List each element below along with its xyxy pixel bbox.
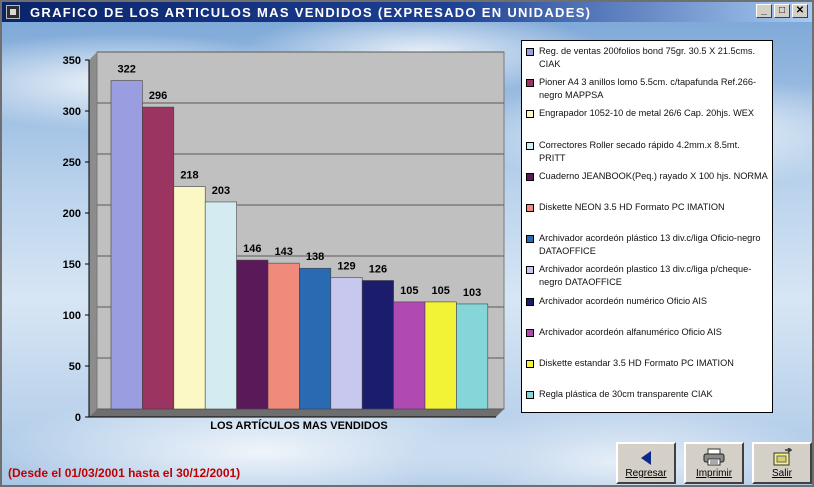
- legend-swatch: [526, 391, 534, 400]
- y-tick-label: 150: [63, 259, 81, 271]
- legend-item: Engrapador 1052-10 de metal 26/6 Cap. 20…: [526, 107, 768, 138]
- legend-label: Pioner A4 3 anillos lomo 5.5cm. c/tapafu…: [539, 77, 757, 101]
- bar: [110, 80, 143, 410]
- bar: [299, 267, 332, 410]
- legend-item: Reg. de ventas 200folios bond 75gr. 30.5…: [526, 45, 768, 76]
- legend-label: Archivador acordeón alfanumérico Oficio …: [539, 326, 722, 337]
- chart-legend: Reg. de ventas 200folios bond 75gr. 30.5…: [521, 40, 773, 413]
- bar: [204, 201, 237, 410]
- legend-swatch: [526, 203, 534, 212]
- legend-item: Correctores Roller secado rápido 4.2mm.x…: [526, 139, 768, 170]
- data-label: 138: [306, 251, 324, 263]
- print-button-label: Imprimir: [695, 468, 733, 479]
- legend-swatch: [526, 79, 534, 88]
- legend-item: Diskette estandar 3.5 HD Formato PC IMAT…: [526, 357, 768, 388]
- y-tick-label: 0: [75, 412, 81, 424]
- data-label: 146: [243, 243, 261, 255]
- data-label: 203: [212, 185, 230, 197]
- legend-item: Archivador acordeón numérico Oficio AIS: [526, 295, 768, 326]
- legend-swatch: [526, 141, 534, 150]
- back-arrow-icon: [641, 451, 651, 465]
- bar: [424, 301, 457, 410]
- legend-label: Archivador acordeón numérico Oficio AIS: [539, 295, 708, 306]
- bar: [456, 303, 489, 410]
- legend-label: Regla plástica de 30cm transparente CIAK: [539, 389, 713, 400]
- y-tick-label: 250: [63, 157, 81, 169]
- data-label: 296: [149, 90, 167, 102]
- back-button-label: Regresar: [625, 468, 667, 479]
- data-label: 105: [400, 285, 418, 297]
- bar: [142, 106, 175, 410]
- legend-swatch: [526, 48, 534, 56]
- legend-swatch: [526, 172, 534, 181]
- app-icon: [6, 5, 20, 19]
- y-tick-label: 300: [63, 106, 81, 118]
- title-bar: GRAFICO DE LOS ARTICULOS MAS VENDIDOS (E…: [2, 2, 812, 22]
- legend-swatch: [526, 266, 534, 275]
- data-label: 129: [337, 260, 355, 272]
- back-button[interactable]: Regresar: [616, 442, 676, 484]
- legend-label: Reg. de ventas 200folios bond 75gr. 30.5…: [539, 46, 756, 69]
- legend-label: Archivador acordeón plastico 13 div.c/li…: [539, 264, 752, 288]
- bar: [393, 301, 426, 410]
- y-tick-label: 200: [63, 208, 81, 220]
- x-axis-title: LOS ARTÍCULOS MAS VENDIDOS: [210, 419, 387, 432]
- legend-item: Regla plástica de 30cm transparente CIAK: [526, 388, 768, 419]
- date-range-label: (Desde el 01/03/2001 hasta el 30/12/2001…: [8, 466, 241, 480]
- plot-floor: [89, 409, 504, 417]
- legend-label: Diskette NEON 3.5 HD Formato PC IMATION: [539, 201, 725, 212]
- legend-swatch: [526, 328, 534, 337]
- data-label: 143: [275, 246, 293, 258]
- data-label: 126: [369, 263, 387, 275]
- legend-label: Correctores Roller secado rápido 4.2mm.x…: [539, 139, 740, 163]
- legend-item: Archivador acordeón plastico 13 div.c/li…: [526, 263, 768, 294]
- bar-chart: 0 50 100 150 200 250 300 350 322 296 218 203 146 143 1…: [63, 51, 505, 432]
- legend-item: Cuaderno JEANBOOK(Peq.) rayado X 100 hjs…: [526, 170, 768, 201]
- printer-icon: [703, 448, 725, 466]
- legend-swatch: [526, 297, 534, 306]
- plot-side-wall: [89, 52, 97, 417]
- y-tick-label: 50: [69, 361, 81, 373]
- legend-item: Pioner A4 3 anillos lomo 5.5cm. c/tapafu…: [526, 76, 768, 107]
- y-tick-label: 100: [63, 310, 81, 322]
- data-label: 103: [463, 287, 481, 299]
- y-tick-label: 350: [63, 55, 81, 67]
- legend-swatch: [526, 235, 534, 244]
- exit-button-label: Salir: [771, 468, 792, 479]
- close-button[interactable]: ✕: [792, 4, 808, 18]
- legend-item: Diskette NEON 3.5 HD Formato PC IMATION: [526, 201, 768, 232]
- bar: [236, 259, 269, 410]
- window-title: GRAFICO DE LOS ARTICULOS MAS VENDIDOS (E…: [30, 4, 592, 20]
- legend-label: Diskette estandar 3.5 HD Formato PC IMAT…: [539, 357, 734, 368]
- data-label: 322: [118, 64, 136, 76]
- exit-button[interactable]: Salir: [752, 442, 812, 484]
- legend-swatch: [526, 110, 534, 119]
- bar: [361, 280, 394, 410]
- legend-swatch: [526, 359, 534, 368]
- bar: [173, 186, 206, 410]
- legend-label: Archivador acordeón plástico 13 div.c/li…: [539, 233, 761, 257]
- legend-label: Cuaderno JEANBOOK(Peq.) rayado X 100 hjs…: [539, 170, 768, 181]
- minimize-button[interactable]: _: [756, 4, 772, 18]
- legend-item: Archivador acordeón plástico 13 div.c/li…: [526, 232, 768, 263]
- maximize-button[interactable]: □: [774, 4, 790, 18]
- print-button[interactable]: Imprimir: [684, 442, 744, 484]
- bar: [330, 277, 363, 410]
- bar: [267, 262, 300, 410]
- legend-item: Archivador acordeón alfanumérico Oficio …: [526, 326, 768, 357]
- data-label: 105: [432, 285, 450, 297]
- legend-label: Engrapador 1052-10 de metal 26/6 Cap. 20…: [539, 108, 755, 119]
- exit-door-icon: [773, 448, 793, 466]
- data-label: 218: [180, 170, 198, 182]
- window-controls: _ □ ✕: [756, 4, 808, 18]
